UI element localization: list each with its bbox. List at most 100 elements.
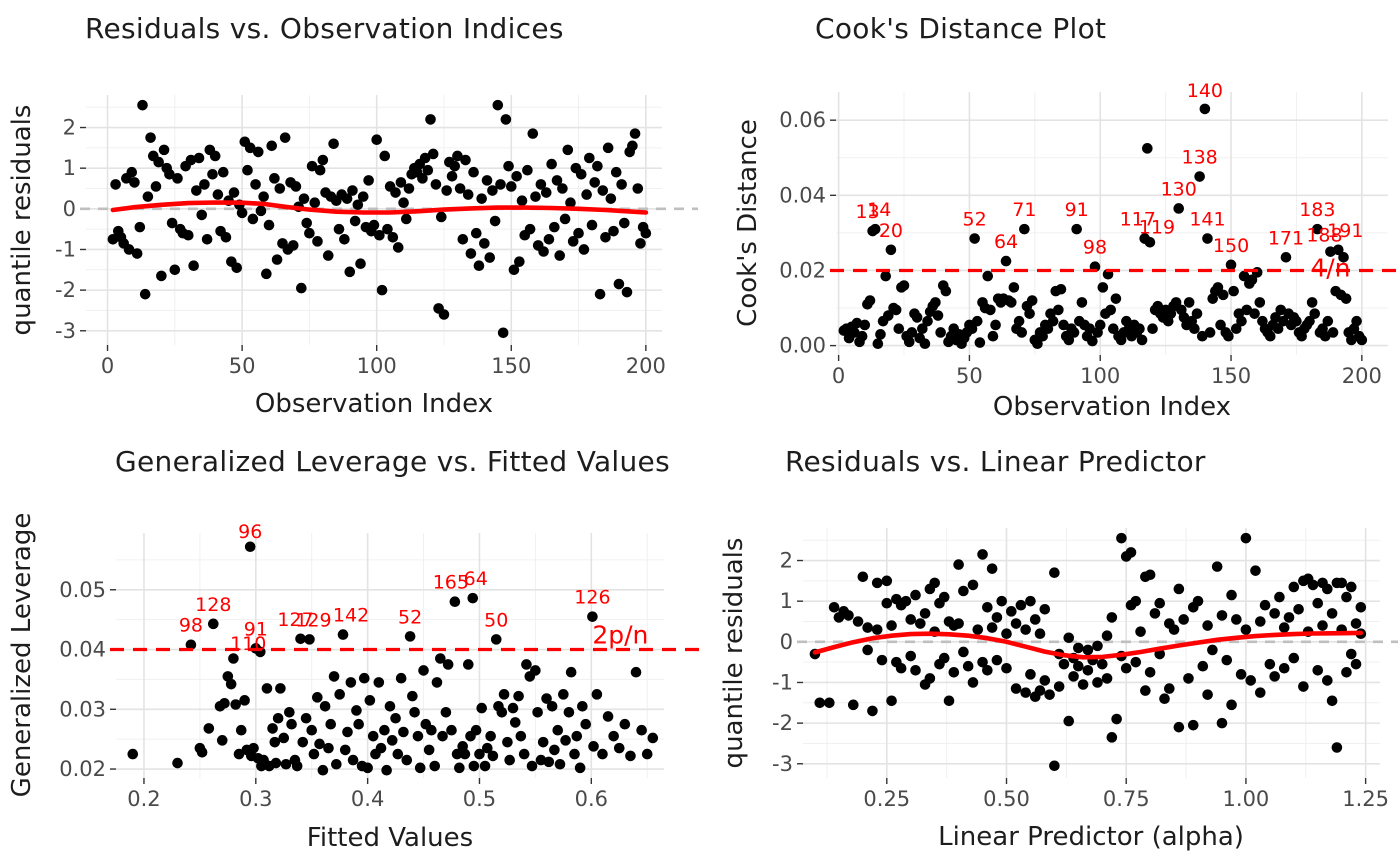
data-point xyxy=(589,177,601,188)
data-point xyxy=(357,191,369,202)
data-point xyxy=(588,741,599,752)
data-point xyxy=(535,179,547,190)
data-point xyxy=(1283,612,1295,623)
data-point xyxy=(602,142,614,154)
data-point xyxy=(1228,285,1239,297)
point-label: 119 xyxy=(1139,216,1175,238)
data-point xyxy=(498,689,510,700)
data-point xyxy=(1039,604,1051,615)
data-point xyxy=(225,678,237,690)
y-tick-label: 0.02 xyxy=(59,757,106,781)
data-point xyxy=(353,718,364,730)
y-axis-label: Generalized Leverage xyxy=(7,513,37,798)
data-point xyxy=(470,724,482,736)
data-point xyxy=(549,221,560,233)
data-point xyxy=(543,234,555,245)
data-point xyxy=(1008,282,1020,293)
data-point xyxy=(869,223,881,235)
data-point xyxy=(594,288,606,300)
y-axis-label: quantile residuals xyxy=(7,105,37,336)
x-tick-label: 200 xyxy=(626,354,666,378)
point-label: 183 xyxy=(1299,199,1335,221)
data-layer xyxy=(797,532,1398,772)
panel-residuals-vs-index: Residuals vs. Observation Indices Observ… xyxy=(0,0,700,433)
data-point xyxy=(386,735,398,746)
data-point xyxy=(1322,675,1333,686)
data-point xyxy=(150,181,162,192)
data-point xyxy=(231,262,243,274)
data-point xyxy=(608,730,619,742)
data-point xyxy=(1254,687,1266,698)
data-point xyxy=(632,183,644,194)
point-label: 52 xyxy=(963,209,987,231)
data-point xyxy=(1029,614,1041,625)
data-point xyxy=(182,229,194,241)
chart-title: Generalized Leverage vs. Fitted Values xyxy=(115,445,670,478)
data-point xyxy=(917,323,928,335)
data-point xyxy=(883,310,894,321)
point-label: 96 xyxy=(238,521,262,543)
point-label: 188 xyxy=(1306,225,1342,247)
data-point xyxy=(409,706,420,718)
data-point xyxy=(401,754,413,766)
data-point xyxy=(1005,297,1017,308)
data-point xyxy=(565,197,576,209)
data-point xyxy=(1356,334,1368,346)
data-point xyxy=(236,207,248,219)
data-point xyxy=(1142,143,1153,154)
data-point xyxy=(284,706,295,718)
data-point xyxy=(352,199,364,211)
data-point xyxy=(1317,620,1328,631)
data-point xyxy=(279,132,291,143)
chart-canvas-leverage-vs-fitted: Fitted Values Generalized Leverage 0.2 0.… xyxy=(7,513,699,853)
data-point xyxy=(127,748,139,760)
data-point xyxy=(496,706,508,718)
data-point xyxy=(134,221,146,233)
data-point xyxy=(1207,644,1218,656)
data-point xyxy=(414,762,426,774)
data-point xyxy=(605,193,617,204)
data-point xyxy=(1350,658,1362,670)
data-point xyxy=(196,209,208,221)
data-point xyxy=(462,189,474,200)
data-point xyxy=(441,185,452,196)
data-point xyxy=(290,181,302,192)
data-point xyxy=(485,730,496,742)
data-point xyxy=(1108,323,1119,335)
point-label: 14 xyxy=(867,199,891,221)
data-point xyxy=(938,652,950,664)
data-point xyxy=(985,304,996,316)
data-point xyxy=(567,236,579,247)
data-point xyxy=(382,223,393,235)
data-point xyxy=(958,585,969,597)
x-tick-label: 0.25 xyxy=(863,787,910,811)
data-point xyxy=(220,231,232,243)
point-label: 20 xyxy=(879,220,903,242)
data-point xyxy=(269,173,280,184)
data-point xyxy=(191,185,202,196)
data-point xyxy=(969,233,980,244)
data-point xyxy=(278,732,290,744)
data-point xyxy=(1001,662,1012,674)
data-point xyxy=(1183,673,1194,684)
data-point xyxy=(219,698,230,709)
data-point xyxy=(1019,223,1030,235)
data-point xyxy=(255,205,267,217)
data-point xyxy=(172,173,183,184)
data-point xyxy=(1192,595,1204,607)
data-point xyxy=(1010,683,1022,694)
data-point xyxy=(196,747,208,758)
data-point xyxy=(1216,717,1228,729)
data-point xyxy=(1020,624,1031,635)
data-point xyxy=(325,718,337,730)
data-point xyxy=(474,748,485,760)
data-point xyxy=(852,616,864,627)
y-tick-label: -3 xyxy=(55,319,76,343)
point-label: 126 xyxy=(574,587,610,609)
data-point xyxy=(1278,662,1290,674)
data-point xyxy=(552,724,564,736)
data-point xyxy=(1058,658,1070,670)
x-tick-label: 150 xyxy=(491,354,531,378)
data-point xyxy=(1144,569,1156,581)
data-point xyxy=(322,250,334,261)
